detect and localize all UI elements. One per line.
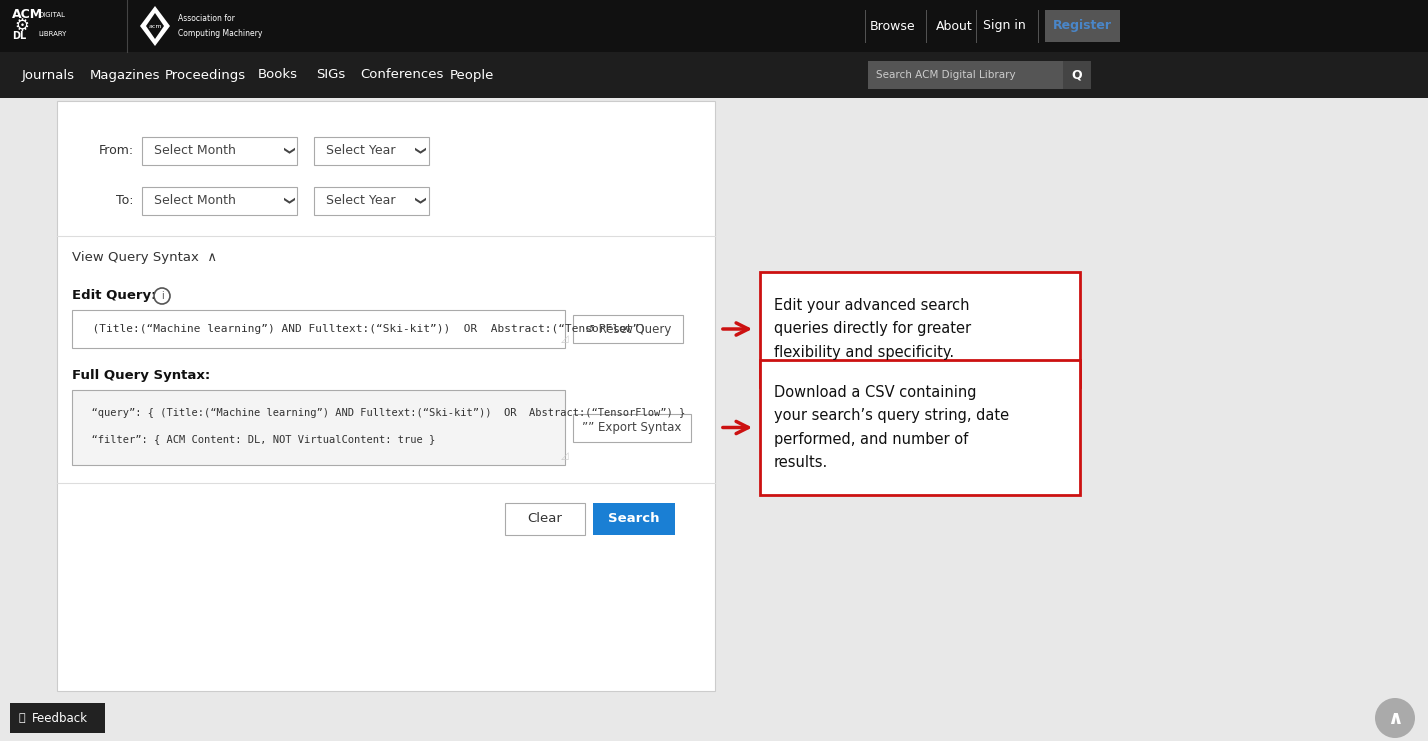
- Bar: [760, 360, 1080, 495]
- Text: Proceedings: Proceedings: [166, 68, 246, 82]
- Bar: [868, 61, 1062, 89]
- Polygon shape: [146, 13, 164, 39]
- Text: Computing Machinery: Computing Machinery: [178, 30, 263, 39]
- Bar: [314, 187, 428, 215]
- Text: ❯: ❯: [413, 196, 424, 206]
- Bar: [0, 98, 1428, 741]
- Bar: [71, 310, 565, 348]
- Text: Select Month: Select Month: [154, 194, 236, 207]
- Text: Full Query Syntax:: Full Query Syntax:: [71, 370, 210, 382]
- Text: ACM: ACM: [11, 8, 43, 21]
- Polygon shape: [140, 6, 170, 46]
- Bar: [0, 0, 1428, 52]
- Bar: [506, 503, 585, 535]
- Text: Register: Register: [1052, 19, 1111, 33]
- Text: LIBRARY: LIBRARY: [39, 31, 66, 37]
- Text: Clear: Clear: [527, 513, 563, 525]
- Text: To:: To:: [117, 194, 134, 207]
- Bar: [71, 390, 565, 465]
- Circle shape: [1375, 698, 1415, 738]
- Text: Sign in: Sign in: [982, 19, 1025, 33]
- Text: ◿: ◿: [561, 334, 568, 344]
- Text: Download a CSV containing
your search’s query string, date
performed, and number: Download a CSV containing your search’s …: [774, 385, 1010, 470]
- Text: Conferences: Conferences: [360, 68, 443, 82]
- Bar: [141, 137, 297, 165]
- Text: DL: DL: [11, 31, 26, 41]
- Bar: [1045, 10, 1120, 42]
- Text: Search ACM Digital Library: Search ACM Digital Library: [875, 70, 1015, 80]
- Bar: [314, 137, 428, 165]
- Text: ❯: ❯: [281, 146, 293, 156]
- Text: Search: Search: [608, 513, 660, 525]
- Bar: [141, 187, 297, 215]
- Text: Select Year: Select Year: [326, 194, 396, 207]
- Text: About: About: [935, 19, 972, 33]
- Text: ❯: ❯: [281, 196, 293, 206]
- Text: From:: From:: [99, 144, 134, 158]
- Text: ❯: ❯: [413, 146, 424, 156]
- Bar: [760, 271, 1080, 387]
- Text: DIGITAL: DIGITAL: [39, 12, 66, 18]
- Bar: [593, 503, 675, 535]
- Text: SIGs: SIGs: [316, 68, 346, 82]
- Text: 💬: 💬: [19, 713, 26, 723]
- Text: Select Month: Select Month: [154, 144, 236, 158]
- Bar: [573, 315, 683, 343]
- Text: Magazines: Magazines: [90, 68, 160, 82]
- Text: ”” Export Syntax: ”” Export Syntax: [583, 421, 681, 434]
- Text: ⚙: ⚙: [14, 17, 30, 35]
- Text: Select Year: Select Year: [326, 144, 396, 158]
- Text: Books: Books: [258, 68, 298, 82]
- Text: People: People: [450, 68, 494, 82]
- Text: Edit your advanced search
queries directly for greater
flexibility and specifici: Edit your advanced search queries direct…: [774, 298, 971, 360]
- Text: (Title:(“Machine learning”) AND Fulltext:(“Ski-kit”))  OR  Abstract:(“TensorFlow: (Title:(“Machine learning”) AND Fulltext…: [79, 324, 645, 334]
- Text: Edit Query:: Edit Query:: [71, 290, 157, 302]
- Text: Association for: Association for: [178, 13, 234, 23]
- Text: ∧: ∧: [1387, 708, 1402, 728]
- Text: Feedback: Feedback: [31, 711, 89, 725]
- Bar: [57, 101, 715, 691]
- Text: acm: acm: [149, 24, 161, 28]
- Text: Q: Q: [1071, 68, 1082, 82]
- Text: ↺ Reset Query: ↺ Reset Query: [585, 322, 671, 336]
- Bar: [0, 52, 1428, 98]
- Bar: [1062, 61, 1091, 89]
- Text: i: i: [160, 291, 163, 301]
- Text: “query”: { (Title:(“Machine learning”) AND Fulltext:(“Ski-kit”))  OR  Abstract:(: “query”: { (Title:(“Machine learning”) A…: [79, 408, 685, 417]
- Text: Journals: Journals: [21, 68, 76, 82]
- Text: “filter”: { ACM Content: DL, NOT VirtualContent: true }: “filter”: { ACM Content: DL, NOT Virtual…: [79, 433, 436, 444]
- Bar: [10, 703, 106, 733]
- Text: Browse: Browse: [870, 19, 915, 33]
- Text: ◿: ◿: [561, 451, 568, 461]
- Text: View Query Syntax  ∧: View Query Syntax ∧: [71, 251, 217, 265]
- Bar: [573, 413, 691, 442]
